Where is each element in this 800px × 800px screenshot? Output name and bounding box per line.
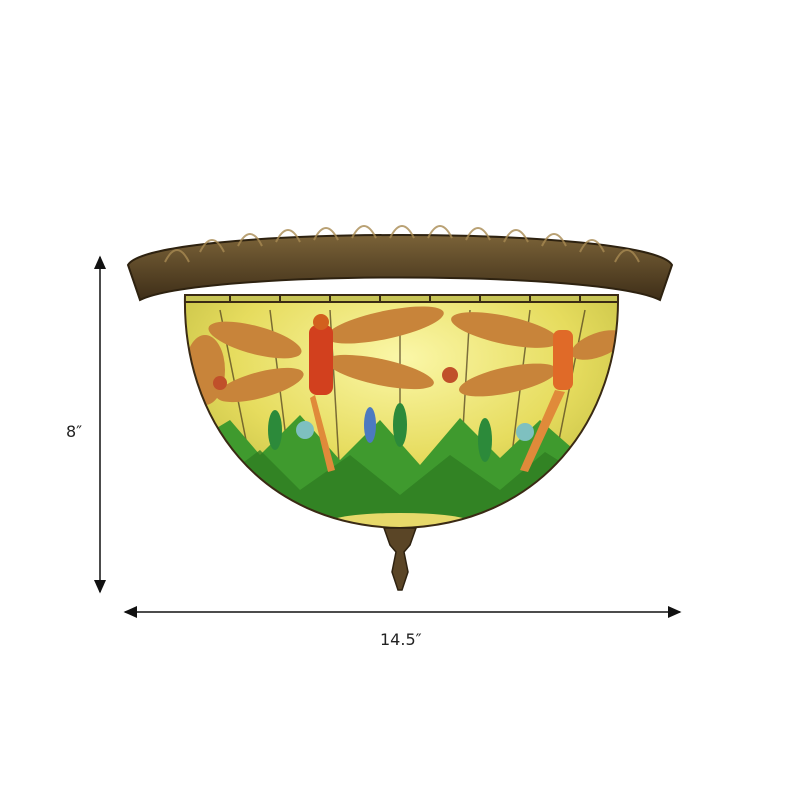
finial	[382, 527, 418, 591]
width-label: 14.5″	[380, 630, 422, 649]
dragonfly-motif	[185, 306, 619, 472]
height-label: 8″	[66, 422, 83, 441]
glass-shade	[184, 295, 619, 528]
canopy	[126, 225, 674, 302]
